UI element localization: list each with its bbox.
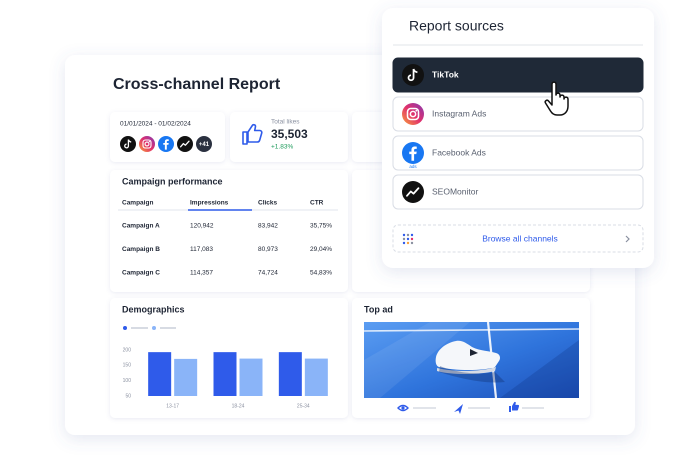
- legend: [123, 326, 176, 330]
- table-cell: 117,083: [190, 246, 213, 253]
- source-item[interactable]: [392, 135, 644, 171]
- bar: [304, 358, 328, 396]
- x-tick-label: 13-17: [166, 403, 179, 409]
- top-ad-title: Top ad: [364, 304, 393, 314]
- source-badge: ads: [409, 164, 417, 169]
- source-label[interactable]: SEOMonitor: [432, 186, 478, 196]
- bar: [174, 358, 198, 396]
- browse-chevron: [625, 235, 630, 243]
- bar: [213, 352, 237, 396]
- ad-image: [363, 321, 580, 399]
- demographics-chart: 200 150 100 50 13-17 18-24 25-34: [123, 347, 336, 409]
- campaign-card: [110, 170, 348, 292]
- date-range: 01/01/2024 - 01/02/2024: [120, 121, 191, 128]
- browse-icon: [402, 233, 414, 245]
- browse-button[interactable]: Browse all channels: [392, 224, 644, 253]
- table-header: CTR: [310, 200, 324, 207]
- browse-label[interactable]: Browse all channels: [482, 233, 558, 243]
- legend-dot: [152, 326, 156, 330]
- source-label[interactable]: Facebook Ads: [432, 147, 486, 157]
- likes-icon: [242, 123, 263, 145]
- source-item[interactable]: [392, 96, 644, 132]
- seomonitor-icon: [177, 136, 193, 152]
- table-cell: Campaign A: [122, 223, 160, 230]
- y-tick-label: 100: [123, 378, 132, 384]
- table-cell: 74,724: [258, 270, 278, 277]
- table-header: Impressions: [190, 200, 229, 207]
- cursor: [544, 81, 569, 116]
- bar: [239, 358, 263, 396]
- legend-dot: [123, 326, 127, 330]
- source-item[interactable]: [392, 57, 644, 93]
- campaign-title: Campaign performance: [122, 176, 223, 186]
- likes-value: 35,503: [271, 127, 308, 141]
- demographics-title: Demographics: [122, 304, 185, 314]
- x-tick-label: 25-34: [297, 403, 310, 409]
- report-title: Cross-channel Report: [113, 76, 281, 93]
- table-header: Campaign: [122, 200, 153, 207]
- y-tick-label: 150: [123, 363, 132, 369]
- ad-stats: [397, 401, 544, 414]
- table-cell: 114,357: [190, 270, 213, 277]
- table-cell: 83,942: [258, 223, 278, 230]
- sources-title: Report sources: [409, 18, 504, 34]
- campaign-table: Campaign Impressions Clicks CTR Campaign A 12…: [122, 200, 332, 277]
- likes-label: Total likes: [271, 119, 300, 126]
- more-badge: [196, 136, 212, 152]
- likes-change: +1.83%: [271, 144, 293, 151]
- table-header: Clicks: [258, 200, 278, 207]
- source-item[interactable]: [392, 174, 644, 210]
- source-icon: [402, 64, 424, 86]
- x-tick-label: 18-24: [232, 403, 245, 409]
- y-tick-label: 200: [123, 347, 132, 353]
- more-channels: +41: [199, 142, 210, 148]
- table-cell: 29,04%: [310, 246, 332, 253]
- source-icon: [402, 181, 424, 203]
- table-cell: 35,75%: [310, 223, 332, 230]
- source-label[interactable]: Instagram Ads: [432, 108, 486, 118]
- source-label[interactable]: TikTok: [432, 69, 459, 79]
- source-icon: [402, 103, 424, 125]
- bar: [278, 352, 302, 396]
- table-cell: 120,942: [190, 223, 214, 230]
- y-tick-label: 50: [125, 393, 131, 399]
- instagram-icon: [139, 136, 155, 152]
- table-cell: 54,83%: [310, 270, 332, 277]
- table-cell: Campaign C: [122, 270, 160, 277]
- source-icon: [402, 142, 424, 164]
- browse-box[interactable]: [392, 224, 644, 253]
- table-cell: Campaign B: [122, 246, 160, 253]
- table-cell: 80,973: [258, 246, 278, 253]
- bar: [148, 352, 172, 396]
- tiktok-icon: [120, 136, 136, 152]
- likes-card: [230, 112, 348, 162]
- sources-list: TikTok Instagram Ads ads Facebook Ads SEOMon…: [392, 57, 644, 210]
- facebook-icon: [158, 136, 174, 152]
